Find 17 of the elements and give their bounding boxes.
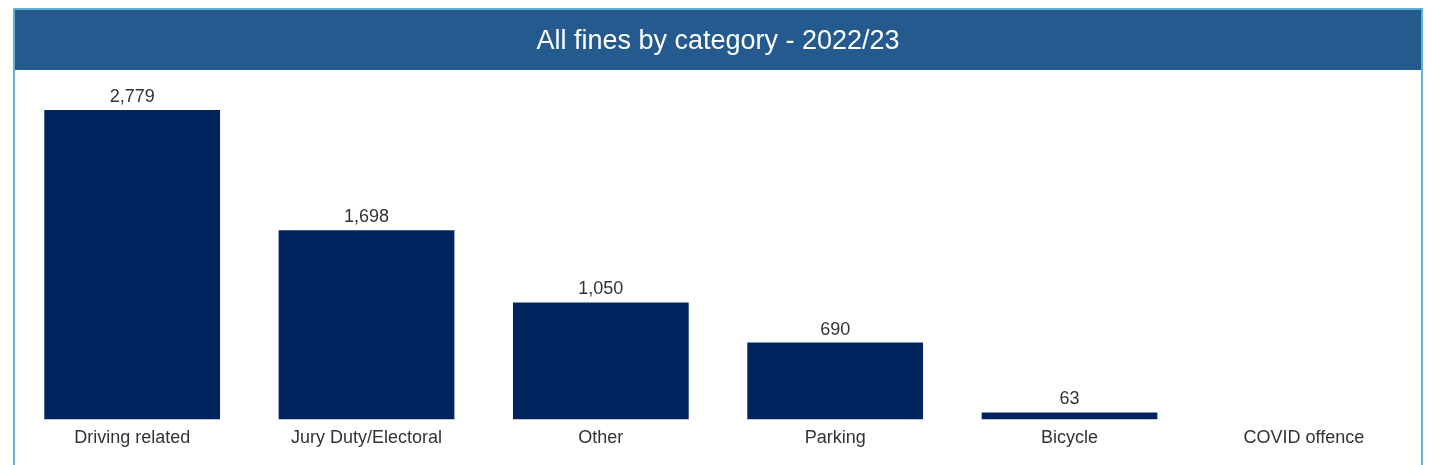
bar	[512, 302, 689, 420]
x-tick-label: Other	[578, 427, 624, 448]
x-tick-label: Parking	[804, 427, 866, 448]
x-tick-label: Jury Duty/Electoral	[290, 427, 443, 448]
x-tick-label: Driving related	[74, 427, 191, 448]
data-label: 1,698	[343, 206, 390, 227]
bar	[44, 110, 221, 420]
chart-title: All fines by category - 2022/23	[15, 10, 1421, 70]
x-tick-label: COVID offence	[1243, 427, 1365, 448]
data-label: 2,779	[109, 85, 155, 106]
data-label: 1,050	[578, 278, 624, 299]
bar	[747, 342, 924, 420]
bar	[278, 230, 455, 420]
bar	[981, 412, 1158, 420]
data-label: 690	[820, 318, 851, 339]
x-tick-label: Bicycle	[1040, 427, 1099, 448]
data-label: 63	[1059, 388, 1080, 409]
